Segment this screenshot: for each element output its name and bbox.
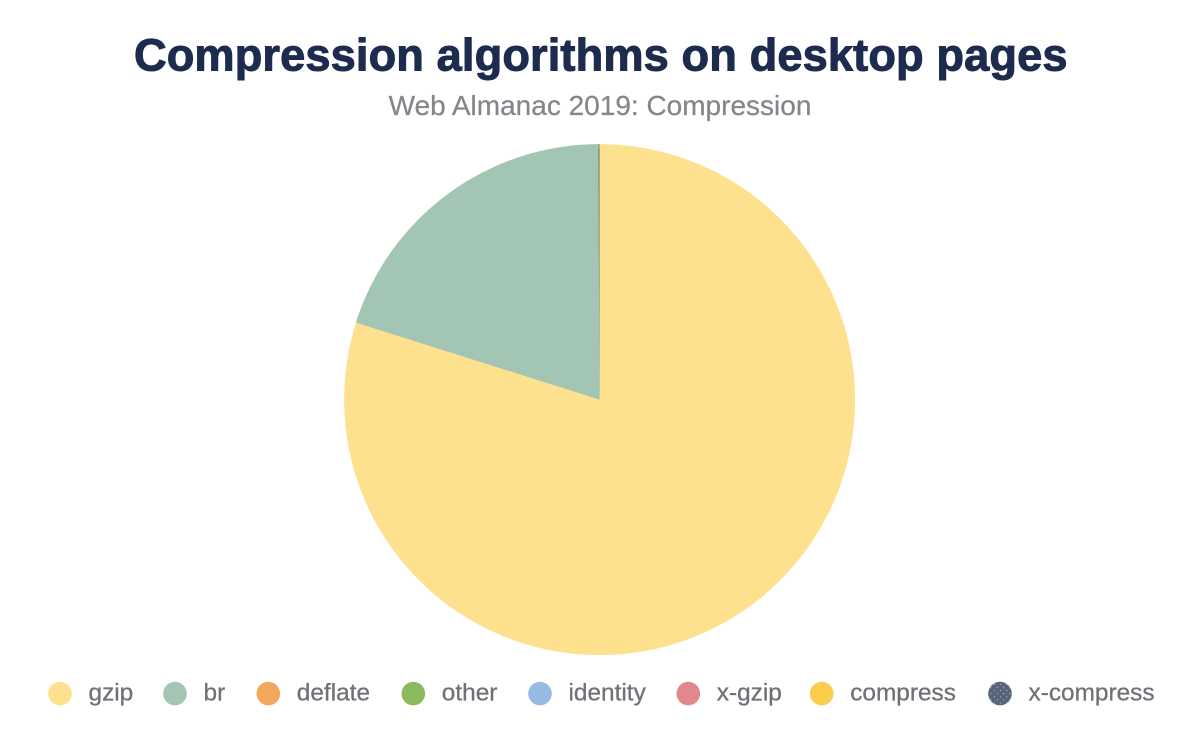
svg-text:Web Almanac 2019: Compression: Web Almanac 2019: Compression	[389, 90, 812, 121]
svg-text:identity: identity	[569, 680, 647, 707]
svg-text:other: other	[442, 680, 498, 707]
svg-text:Compression algorithms on desk: Compression algorithms on desktop pages	[134, 29, 1068, 80]
svg-text:gzip: gzip	[89, 680, 134, 707]
svg-text:deflate: deflate	[297, 680, 370, 707]
svg-text:x-gzip: x-gzip	[717, 680, 782, 707]
svg-text:x-compress: x-compress	[1029, 680, 1155, 707]
svg-text:compress: compress	[850, 680, 956, 707]
svg-text:br: br	[204, 680, 226, 707]
